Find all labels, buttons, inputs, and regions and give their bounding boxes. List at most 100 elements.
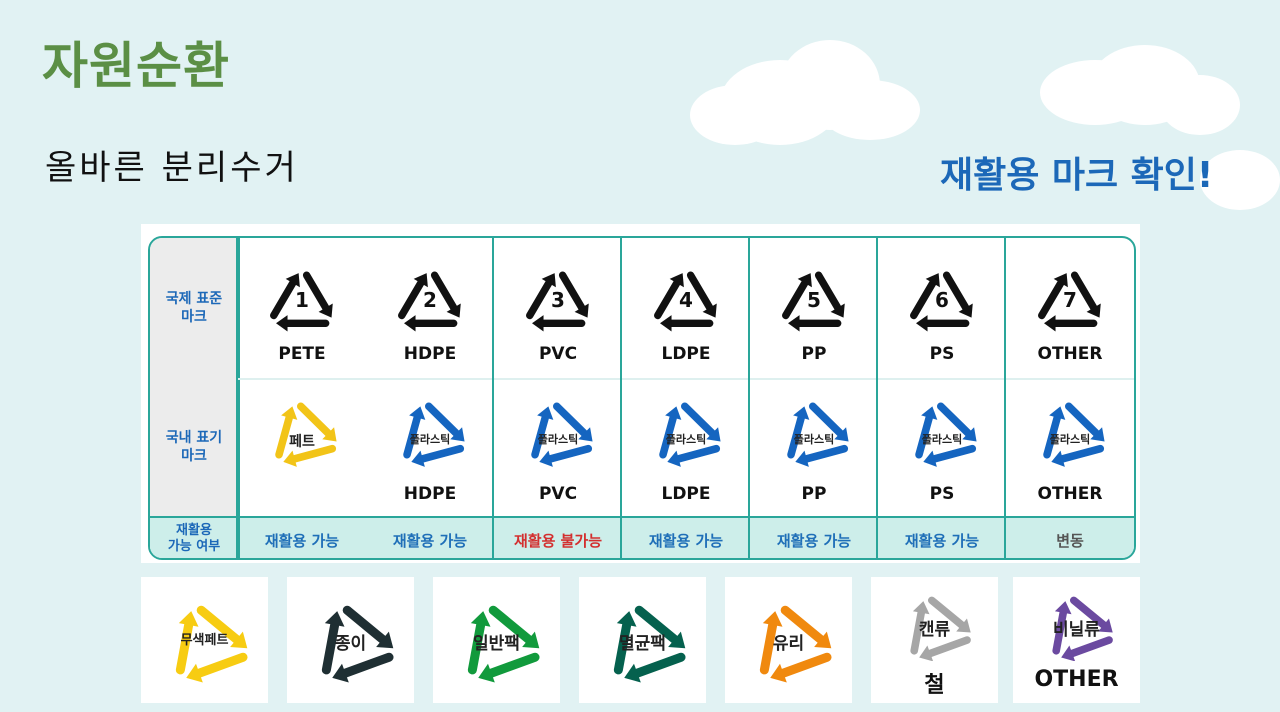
recycle-arrow-segment — [759, 620, 778, 675]
domestic-mark-text: 플라스틱 — [537, 433, 579, 446]
separation-mark-text: 멸균팩 — [619, 634, 666, 654]
recyclable-status: 재활용 가능 — [648, 532, 724, 550]
domestic-mark-label: OTHER — [1037, 484, 1103, 504]
recycle-arrow-segment — [531, 413, 550, 459]
recycle-arrowhead — [797, 273, 812, 288]
recycle-arrowhead — [186, 663, 203, 683]
recycle-arrows-icon — [175, 605, 248, 683]
resin-code-label: PVC — [538, 344, 578, 364]
recycle-arrowhead — [1044, 315, 1056, 332]
domestic-mark-label: PS — [929, 484, 955, 504]
recycle-arrowhead — [668, 631, 686, 649]
recycle-arrow-segment — [302, 271, 330, 312]
domestic-mark-text: 페트 — [289, 434, 315, 450]
recycle-arrow-segment — [1065, 402, 1100, 438]
recyclable-status: 재활용 가능 — [776, 532, 852, 550]
recycle-arrowhead — [962, 427, 977, 442]
separation-mark-text: 캔류 — [918, 620, 951, 640]
domestic-mark-label: LDPE — [661, 484, 711, 504]
recycle-arrow-segment — [467, 620, 486, 675]
separation-mark-card: 일반팩 — [433, 577, 560, 703]
recycle-arrows-icon — [1052, 596, 1113, 661]
recycle-arrow-segment — [321, 620, 340, 675]
separation-mark-subtext: OTHER — [1034, 667, 1119, 692]
recycle-arrowhead — [1098, 618, 1113, 633]
recycle-arrowhead — [830, 303, 845, 318]
separation-mark-text: 일반팩 — [473, 634, 520, 654]
recycle-arrowhead — [616, 611, 637, 627]
column-divider — [876, 238, 878, 558]
page-title: 자원순환 — [42, 37, 230, 95]
recycle-arrowhead — [283, 450, 297, 467]
recycle-arrow-segment — [488, 605, 533, 644]
recycling-mark-table: 국제 표준 마크 국내 표기 마크 재활용 가능 여부 재활용 가능 재활용 가능… — [148, 236, 1136, 560]
recycle-arrowhead — [770, 663, 787, 683]
recycle-arrowhead — [532, 315, 544, 332]
cloud-decoration — [1160, 75, 1240, 135]
row-label-international: 국제 표준 마크 — [150, 238, 240, 378]
recycle-arrowhead — [285, 273, 300, 288]
resin-code-label: PETE — [278, 344, 326, 364]
row-label-domestic: 국내 표기 마크 — [150, 378, 240, 516]
domestic-mark-label: PVC — [538, 484, 578, 504]
mark-column-1: 1 PETE 페트 — [238, 238, 366, 516]
recycle-arrow-segment — [780, 605, 825, 644]
recycle-arrowhead — [318, 303, 333, 318]
recycle-arrowhead — [574, 303, 589, 318]
recycle-arrow-segment — [194, 652, 248, 678]
recycle-arrowhead — [1049, 406, 1066, 420]
recycle-arrowhead — [281, 406, 298, 420]
recycle-arrowhead — [702, 303, 717, 318]
mark-number: 1 — [295, 288, 309, 312]
mark-number: 6 — [935, 288, 949, 312]
recycle-arrow-segment — [403, 413, 422, 459]
column-divider — [492, 238, 494, 558]
mark-number: 5 — [807, 288, 821, 312]
recycle-arrow-segment — [270, 279, 297, 320]
recycle-arrows-icon — [398, 271, 461, 332]
recycle-arrowhead — [537, 406, 554, 420]
recycle-arrow-segment — [1058, 444, 1105, 463]
recycle-arrows-icon — [659, 402, 721, 467]
recycle-arrows-icon — [275, 402, 337, 467]
column-divider — [748, 238, 750, 558]
recycle-arrowhead — [814, 631, 832, 649]
recycle-arrow-segment — [290, 444, 337, 463]
recycle-arrowhead — [522, 631, 540, 649]
recycle-arrowhead — [404, 315, 416, 332]
recycle-arrowhead — [446, 303, 461, 318]
mark-column-3: 3 PVC 플라스틱 PVC — [494, 238, 622, 516]
recycle-arrow-segment — [659, 413, 678, 459]
separation-mark-text: 종이 — [334, 634, 367, 654]
page-subtitle: 올바른 분리수거 — [45, 148, 299, 188]
separation-mark-card: 멸균팩 — [579, 577, 706, 703]
recycle-arrow-segment — [418, 444, 465, 463]
recycle-arrows-icon — [321, 605, 394, 683]
recycle-arrowhead — [1090, 427, 1105, 442]
recycle-arrowhead — [332, 663, 349, 683]
recycle-arrowhead — [912, 601, 930, 615]
recycle-arrow-segment — [686, 271, 714, 312]
recycle-arrow-segment — [1052, 608, 1068, 655]
recycle-arrowhead — [762, 611, 783, 627]
mark-column-7: 7 OTHER 플라스틱 OTHER — [1006, 238, 1134, 516]
recycle-arrow-segment — [175, 620, 194, 675]
recycle-arrowhead — [450, 427, 465, 442]
mark-number: 4 — [679, 288, 693, 312]
recycle-arrow-segment — [782, 279, 809, 320]
domestic-mark-label: PP — [801, 484, 827, 504]
recycle-arrowhead — [925, 273, 940, 288]
recycle-arrowhead — [470, 611, 491, 627]
mark-column-6: 6 PS 플라스틱 PS — [878, 238, 1006, 516]
recycle-arrows-icon — [270, 271, 333, 332]
separation-mark-card: 유리 — [725, 577, 852, 703]
recycle-arrow-segment — [681, 402, 716, 438]
resin-code-label: LDPE — [661, 344, 711, 364]
separation-mark-card: 종이 — [287, 577, 414, 703]
domestic-mark-text: 플라스틱 — [665, 433, 707, 446]
recycle-arrow-segment — [1038, 279, 1065, 320]
separation-mark-text: 무색페트 — [180, 633, 229, 648]
recycle-arrows-icon — [915, 402, 977, 467]
recycle-arrow-segment — [814, 271, 842, 312]
separation-mark-card: 비닐류 OTHER — [1013, 577, 1140, 703]
